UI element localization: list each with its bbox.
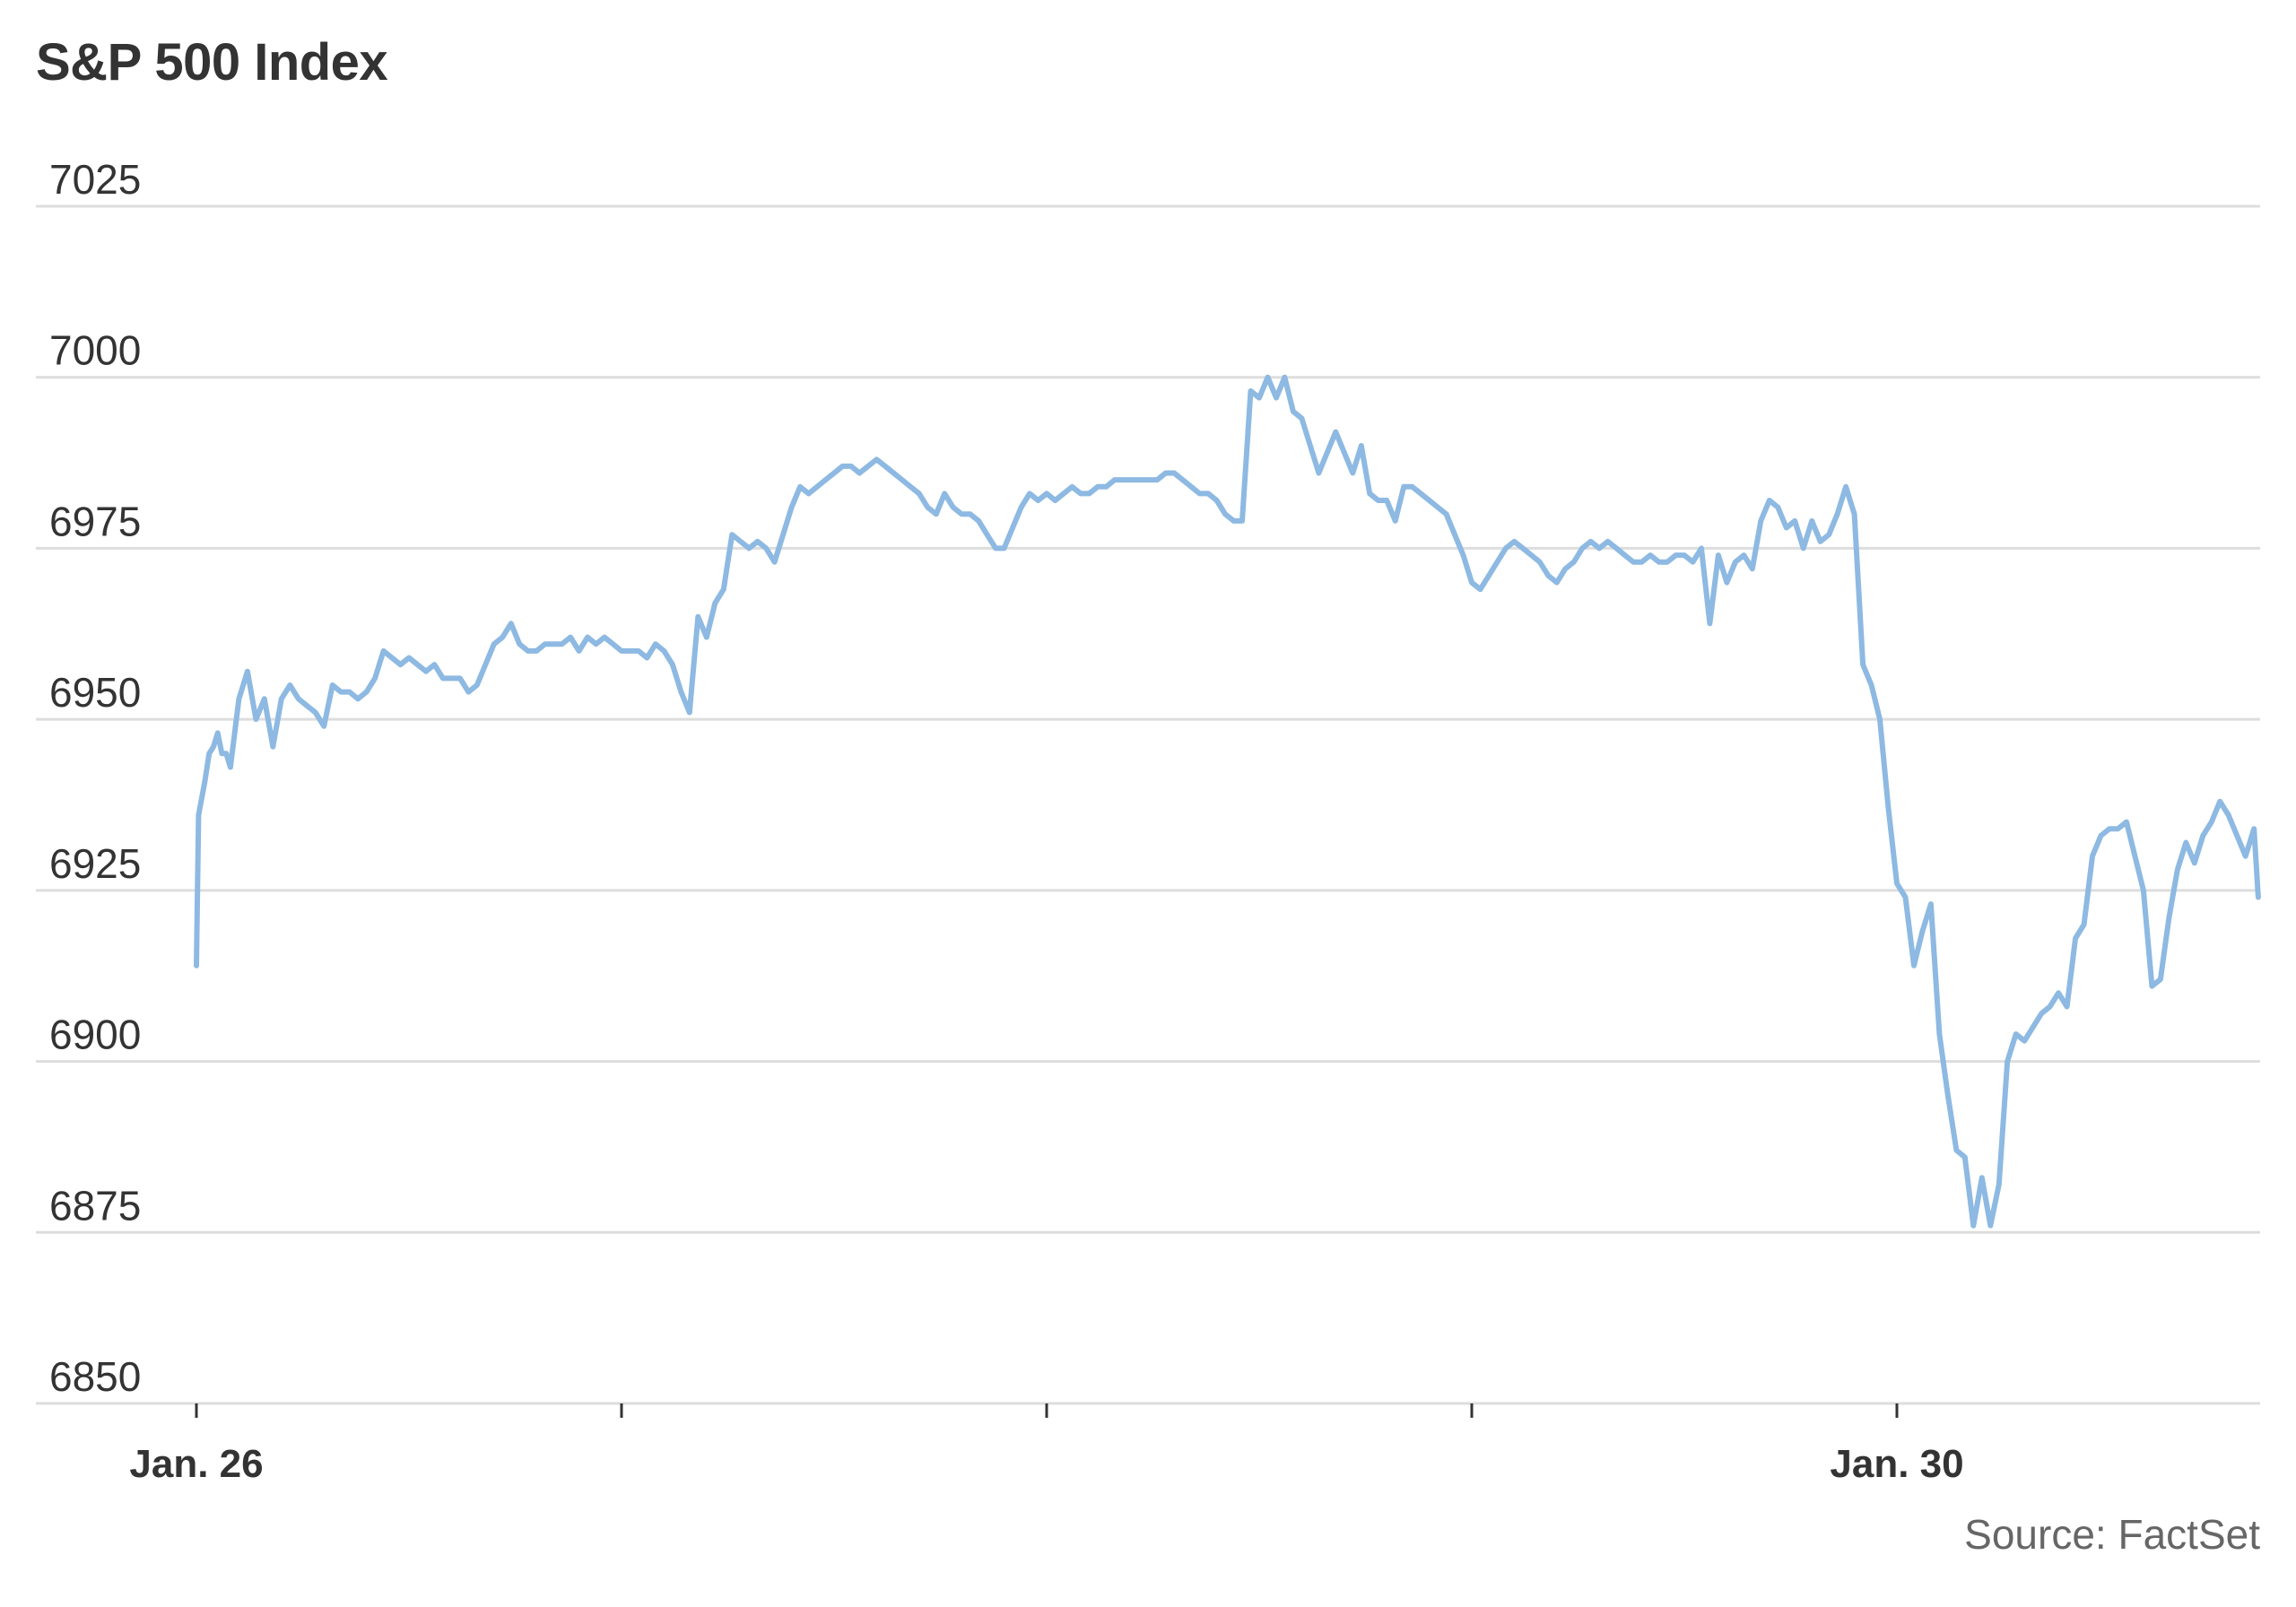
y-tick-label: 6850 (49, 1353, 141, 1400)
chart-title: S&P 500 Index (36, 33, 388, 91)
y-tick-label: 7025 (49, 156, 141, 203)
y-tick-label: 6950 (49, 669, 141, 716)
source-note: Source: FactSet (1964, 1511, 2260, 1558)
x-tick-label: Jan. 26 (129, 1442, 263, 1486)
y-axis-tick-labels: 7025 7000 6975 6950 6925 6900 6875 6850 (49, 156, 141, 1400)
y-tick-label: 6925 (49, 840, 141, 887)
x-tick-label: Jan. 30 (1830, 1442, 1963, 1486)
grid-layer (36, 204, 2260, 1234)
series-line-0 (194, 374, 2261, 1229)
series-layer (194, 374, 2261, 1229)
y-tick-label: 7000 (49, 327, 141, 374)
y-tick-label: 6875 (49, 1182, 141, 1229)
y-tick-label: 6975 (49, 498, 141, 544)
y-tick-label: 6900 (49, 1012, 141, 1058)
x-axis: Jan. 26 Jan. 30 (36, 1402, 2260, 1486)
